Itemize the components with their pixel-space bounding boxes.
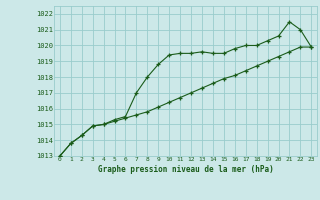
X-axis label: Graphe pression niveau de la mer (hPa): Graphe pression niveau de la mer (hPa) bbox=[98, 165, 274, 174]
